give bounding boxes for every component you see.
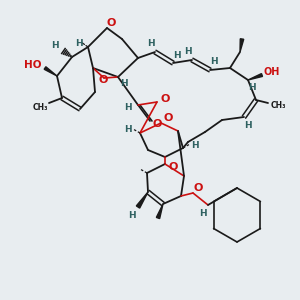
Text: H: H [184, 47, 192, 56]
Text: CH₃: CH₃ [270, 100, 286, 109]
Text: H: H [244, 121, 252, 130]
Polygon shape [136, 192, 148, 208]
Polygon shape [44, 67, 57, 76]
Polygon shape [240, 39, 244, 52]
Text: H: H [75, 38, 83, 47]
Text: H: H [199, 209, 207, 218]
Text: OH: OH [264, 67, 280, 77]
Text: CH₃: CH₃ [32, 103, 48, 112]
Text: O: O [160, 94, 170, 104]
Text: H: H [124, 103, 132, 112]
Text: H: H [210, 58, 218, 67]
Text: H: H [147, 40, 155, 49]
Text: H: H [248, 83, 256, 92]
Text: H: H [128, 211, 136, 220]
Text: O: O [98, 75, 108, 85]
Text: H: H [51, 41, 59, 50]
Text: O: O [152, 119, 162, 129]
Text: O: O [193, 183, 203, 193]
Text: HO: HO [24, 60, 42, 70]
Text: H: H [173, 50, 181, 59]
Text: H: H [191, 140, 199, 149]
Text: H: H [124, 125, 132, 134]
Polygon shape [248, 74, 262, 80]
Polygon shape [156, 204, 163, 219]
Text: H: H [120, 80, 128, 88]
Text: O: O [168, 162, 178, 172]
Text: O: O [106, 18, 116, 28]
Text: O: O [163, 113, 173, 123]
